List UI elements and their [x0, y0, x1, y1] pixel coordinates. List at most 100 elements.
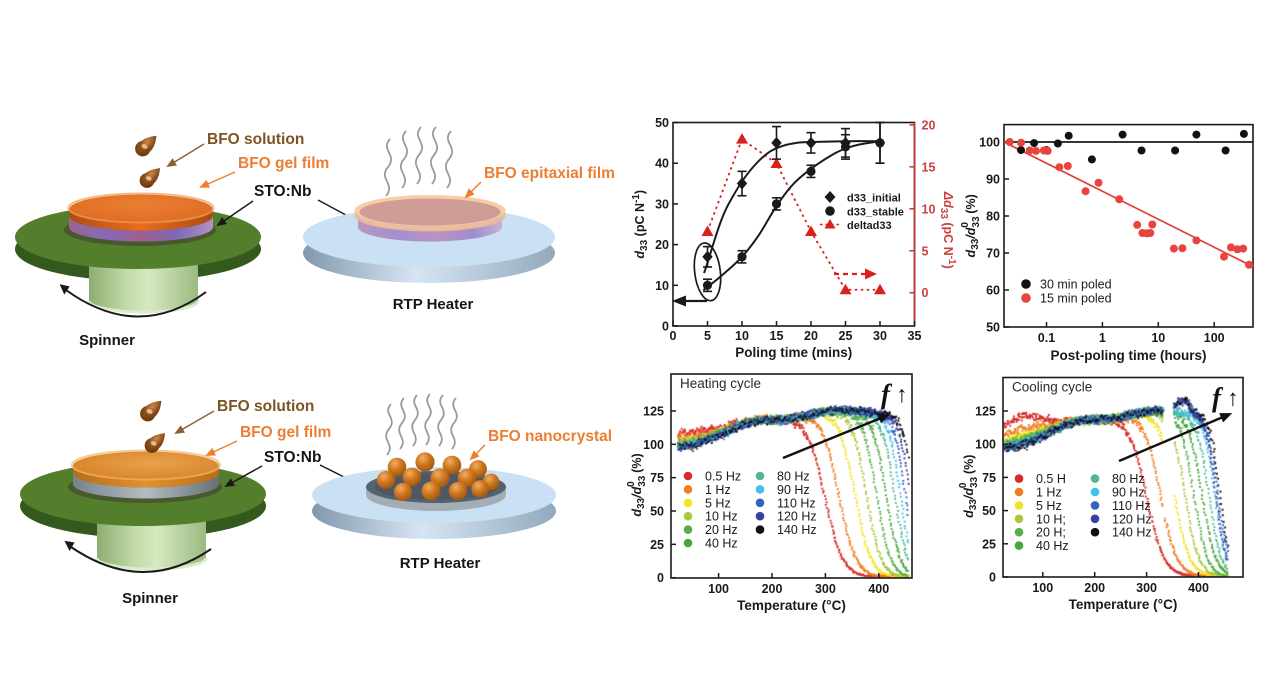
- svg-text:Cooling cycle: Cooling cycle: [1012, 380, 1092, 395]
- svg-text:15 min poled: 15 min poled: [1040, 292, 1112, 306]
- svg-text:90 Hz: 90 Hz: [1112, 486, 1145, 500]
- svg-text:Temperature (°C): Temperature (°C): [737, 598, 846, 613]
- svg-text:140 Hz: 140 Hz: [777, 523, 817, 537]
- svg-text:25: 25: [650, 538, 664, 552]
- svg-text:10: 10: [655, 279, 669, 293]
- svg-text:10: 10: [1151, 331, 1165, 345]
- svg-text:RTP Heater: RTP Heater: [393, 296, 474, 313]
- svg-text:d33_initial: d33_initial: [847, 193, 901, 205]
- svg-text:0: 0: [922, 286, 929, 300]
- svg-text:5: 5: [704, 329, 711, 343]
- svg-text:5 Hz: 5 Hz: [1036, 499, 1062, 513]
- svg-text:40: 40: [655, 157, 669, 171]
- svg-text:35: 35: [908, 329, 922, 343]
- svg-text:↑: ↑: [896, 381, 908, 407]
- svg-text:100: 100: [643, 438, 664, 452]
- svg-text:15: 15: [770, 329, 784, 343]
- svg-text:60: 60: [986, 284, 1000, 298]
- svg-text:Δd33 (pC N-1): Δd33 (pC N-1): [938, 191, 957, 269]
- svg-text:50: 50: [655, 116, 669, 130]
- svg-text:BFO epitaxial film: BFO epitaxial film: [484, 165, 615, 182]
- svg-text:Heating cycle: Heating cycle: [680, 376, 761, 391]
- svg-text:20: 20: [922, 118, 936, 132]
- svg-text:0.5 H: 0.5 H: [1036, 472, 1066, 486]
- svg-text:120 Hz: 120 Hz: [1112, 512, 1152, 526]
- svg-text:300: 300: [1136, 581, 1157, 595]
- svg-text:125: 125: [975, 405, 996, 419]
- svg-text:75: 75: [982, 471, 996, 485]
- svg-text:400: 400: [868, 582, 889, 596]
- svg-text:BFO gel film: BFO gel film: [238, 155, 329, 172]
- svg-text:80 Hz: 80 Hz: [1112, 472, 1145, 486]
- svg-text:100: 100: [975, 438, 996, 452]
- svg-text:100: 100: [979, 136, 1000, 150]
- svg-text:0: 0: [657, 571, 664, 585]
- svg-text:125: 125: [643, 404, 664, 418]
- svg-text:40 Hz: 40 Hz: [705, 537, 738, 551]
- svg-text:400: 400: [1188, 581, 1209, 595]
- svg-text:BFO solution: BFO solution: [217, 398, 314, 415]
- svg-text:15: 15: [922, 160, 936, 174]
- svg-text:RTP Heater: RTP Heater: [400, 555, 481, 572]
- svg-text:1 Hz: 1 Hz: [705, 483, 731, 497]
- svg-text:BFO gel film: BFO gel film: [240, 424, 331, 441]
- svg-text:30: 30: [873, 329, 887, 343]
- svg-text:1 Hz: 1 Hz: [1036, 486, 1062, 500]
- svg-text:STO:Nb: STO:Nb: [264, 449, 321, 466]
- svg-text:50: 50: [986, 321, 1000, 335]
- svg-text:110 Hz: 110 Hz: [777, 496, 816, 510]
- svg-text:110 Hz: 110 Hz: [1112, 499, 1151, 513]
- svg-text:BFO solution: BFO solution: [207, 131, 304, 148]
- svg-text:Temperature (°C): Temperature (°C): [1069, 597, 1178, 612]
- svg-text:80: 80: [986, 210, 1000, 224]
- svg-text:90: 90: [986, 173, 1000, 187]
- svg-text:25: 25: [839, 329, 853, 343]
- svg-text:100: 100: [1032, 581, 1053, 595]
- svg-text:20 H;: 20 H;: [1036, 526, 1066, 540]
- svg-text:Spinner: Spinner: [79, 332, 135, 349]
- svg-text:75: 75: [650, 471, 664, 485]
- svg-text:0.5 Hz: 0.5 Hz: [705, 470, 741, 484]
- svg-text:140 Hz: 140 Hz: [1112, 526, 1152, 540]
- svg-text:d33/d330 (%): d33/d330 (%): [626, 453, 648, 516]
- svg-text:20 Hz: 20 Hz: [705, 523, 738, 537]
- svg-text:Spinner: Spinner: [122, 590, 178, 607]
- svg-text:0: 0: [670, 329, 677, 343]
- svg-text:20: 20: [804, 329, 818, 343]
- svg-text:0: 0: [989, 571, 996, 585]
- svg-text:80 Hz: 80 Hz: [777, 470, 810, 484]
- svg-text:200: 200: [762, 582, 783, 596]
- svg-text:10 Hz: 10 Hz: [705, 510, 738, 524]
- svg-text:deltad33: deltad33: [847, 220, 892, 232]
- svg-text:10: 10: [735, 329, 749, 343]
- svg-text:100: 100: [1204, 331, 1225, 345]
- svg-text:0.1: 0.1: [1038, 331, 1055, 345]
- svg-text:50: 50: [650, 505, 664, 519]
- svg-text:40 Hz: 40 Hz: [1036, 539, 1069, 553]
- svg-text:5: 5: [922, 244, 929, 258]
- svg-text:70: 70: [986, 247, 1000, 261]
- svg-text:d33_stable: d33_stable: [847, 207, 904, 219]
- svg-text:f: f: [881, 379, 893, 409]
- svg-text:300: 300: [815, 582, 836, 596]
- svg-text:30: 30: [655, 197, 669, 211]
- svg-text:30 min poled: 30 min poled: [1040, 278, 1112, 292]
- svg-text:d33/d330 (%): d33/d330 (%): [960, 194, 982, 257]
- svg-text:↑: ↑: [1227, 385, 1239, 411]
- svg-text:f: f: [1212, 383, 1224, 413]
- svg-text:200: 200: [1084, 581, 1105, 595]
- svg-text:10 H;: 10 H;: [1036, 512, 1066, 526]
- svg-text:20: 20: [655, 238, 669, 252]
- svg-text:0: 0: [662, 320, 669, 334]
- svg-text:120 Hz: 120 Hz: [777, 510, 817, 524]
- svg-text:50: 50: [982, 504, 996, 518]
- svg-text:25: 25: [982, 537, 996, 551]
- svg-text:STO:Nb: STO:Nb: [254, 183, 311, 200]
- svg-text:1: 1: [1099, 331, 1106, 345]
- svg-text:Post-poling time (hours): Post-poling time (hours): [1051, 348, 1207, 363]
- svg-text:90 Hz: 90 Hz: [777, 483, 810, 497]
- svg-text:5 Hz: 5 Hz: [705, 496, 731, 510]
- svg-text:10: 10: [922, 202, 936, 216]
- svg-text:BFO nanocrystal: BFO nanocrystal: [488, 428, 612, 445]
- svg-text:d33 (pC N-1): d33 (pC N-1): [631, 190, 650, 259]
